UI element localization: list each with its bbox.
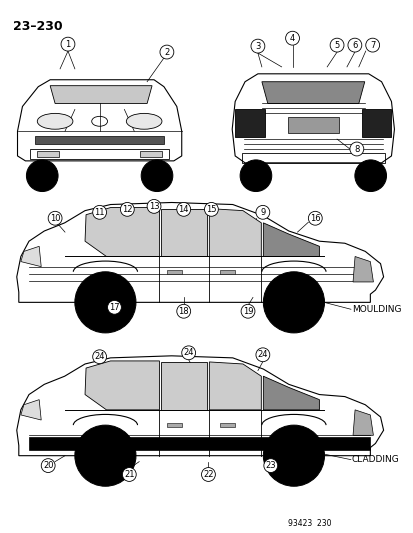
Text: 24: 24	[257, 350, 268, 359]
Ellipse shape	[37, 114, 73, 129]
Text: 14: 14	[178, 205, 188, 214]
Text: 23: 23	[265, 461, 275, 470]
Circle shape	[347, 38, 361, 52]
Circle shape	[349, 142, 363, 156]
Bar	[219, 270, 234, 274]
Circle shape	[61, 37, 75, 51]
Circle shape	[255, 348, 269, 362]
Text: 1: 1	[65, 39, 71, 49]
Circle shape	[329, 38, 343, 52]
Polygon shape	[17, 80, 181, 161]
Polygon shape	[21, 246, 41, 266]
Bar	[166, 270, 181, 274]
Polygon shape	[161, 208, 207, 256]
Bar	[242, 153, 384, 163]
Bar	[29, 438, 370, 449]
Text: 23–230: 23–230	[12, 20, 62, 34]
Circle shape	[263, 425, 324, 486]
Polygon shape	[263, 376, 319, 410]
Text: 24: 24	[94, 352, 104, 361]
Text: 13: 13	[148, 202, 159, 211]
Circle shape	[176, 203, 190, 216]
Bar	[35, 136, 164, 144]
Circle shape	[93, 205, 106, 219]
Text: 8: 8	[353, 144, 358, 154]
Circle shape	[201, 467, 215, 481]
Text: 18: 18	[178, 307, 189, 316]
Circle shape	[176, 304, 190, 318]
Bar	[140, 151, 161, 157]
Polygon shape	[17, 356, 383, 456]
Text: 12: 12	[122, 205, 132, 214]
Circle shape	[308, 211, 321, 225]
Polygon shape	[263, 223, 319, 256]
Circle shape	[250, 39, 264, 53]
Polygon shape	[209, 362, 261, 410]
Text: 19: 19	[242, 307, 253, 316]
Circle shape	[107, 301, 121, 314]
Circle shape	[75, 425, 135, 486]
Circle shape	[93, 350, 106, 364]
Circle shape	[181, 346, 195, 360]
Circle shape	[263, 272, 324, 333]
Circle shape	[255, 205, 269, 219]
Ellipse shape	[126, 114, 161, 129]
Text: 21: 21	[124, 470, 134, 479]
Circle shape	[41, 459, 55, 473]
Circle shape	[354, 160, 386, 191]
Text: 11: 11	[94, 208, 104, 217]
Text: 17: 17	[109, 303, 119, 312]
Circle shape	[159, 45, 173, 59]
Circle shape	[263, 459, 277, 473]
Text: 7: 7	[369, 41, 375, 50]
Circle shape	[48, 211, 62, 225]
Circle shape	[240, 160, 271, 191]
Bar	[30, 149, 169, 159]
Bar	[37, 151, 59, 157]
Text: 6: 6	[351, 41, 357, 50]
Circle shape	[122, 467, 136, 481]
Circle shape	[240, 304, 254, 318]
Polygon shape	[85, 361, 159, 410]
Text: MOULDING: MOULDING	[351, 305, 401, 314]
Text: 15: 15	[206, 205, 216, 214]
Circle shape	[365, 38, 379, 52]
Circle shape	[75, 272, 135, 333]
Polygon shape	[50, 86, 152, 103]
Text: CLADDING: CLADDING	[351, 455, 399, 464]
Text: 10: 10	[50, 214, 60, 223]
Text: 4: 4	[289, 34, 294, 43]
Polygon shape	[232, 74, 394, 163]
Polygon shape	[352, 410, 373, 435]
Text: 93423  230: 93423 230	[287, 519, 330, 528]
Text: 2: 2	[164, 47, 169, 56]
Polygon shape	[17, 203, 383, 302]
Text: 24: 24	[183, 348, 193, 357]
Text: 16: 16	[309, 214, 320, 223]
Bar	[166, 423, 181, 427]
Polygon shape	[261, 82, 364, 103]
Bar	[361, 109, 391, 137]
Polygon shape	[209, 208, 261, 256]
Polygon shape	[161, 362, 207, 410]
Circle shape	[285, 31, 299, 45]
Circle shape	[204, 203, 218, 216]
Circle shape	[120, 203, 134, 216]
Text: 20: 20	[43, 461, 53, 470]
Bar	[287, 117, 338, 133]
Circle shape	[141, 160, 172, 191]
Text: 9: 9	[260, 208, 265, 217]
Bar	[219, 423, 234, 427]
Bar	[235, 109, 264, 137]
Circle shape	[26, 160, 58, 191]
Polygon shape	[352, 256, 373, 282]
Circle shape	[147, 199, 161, 213]
Polygon shape	[85, 207, 159, 256]
Text: 3: 3	[254, 42, 260, 51]
Text: 5: 5	[334, 41, 339, 50]
Polygon shape	[21, 400, 41, 420]
Text: 22: 22	[203, 470, 213, 479]
